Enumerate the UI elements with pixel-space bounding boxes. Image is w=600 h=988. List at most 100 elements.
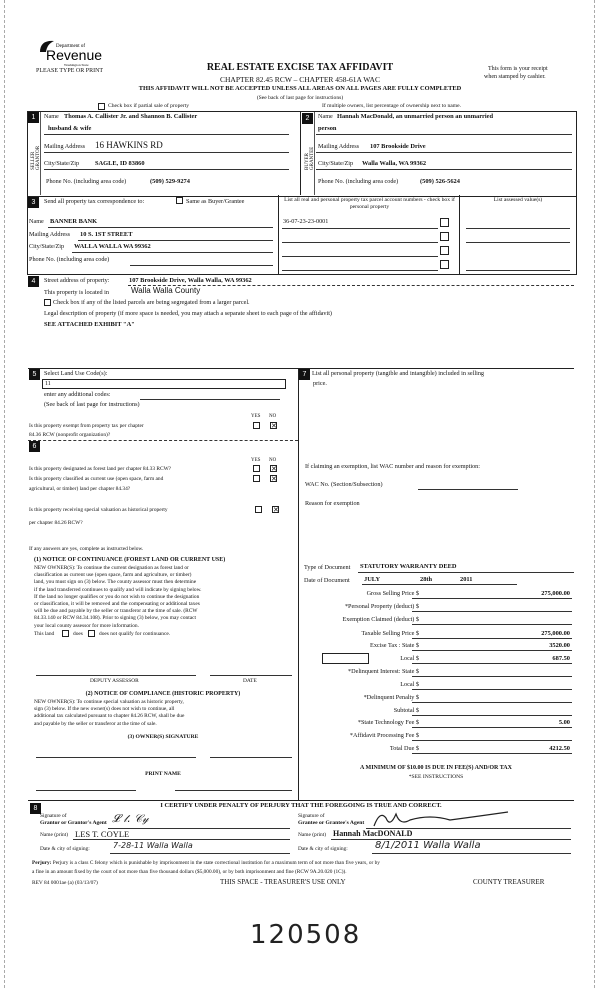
tax-address-label: Mailing Address (29, 231, 71, 238)
seller-name-label: Name (44, 113, 59, 120)
fee-value[interactable]: 3520.00 (549, 642, 570, 649)
parties-box (27, 111, 577, 197)
legal-description[interactable]: SEE ATTACHED EXHIBIT "A" (44, 321, 135, 328)
current-use-yes-checkbox[interactable] (253, 475, 260, 482)
fee-label: *Delinquent Interest: State $ (348, 668, 419, 675)
buyer-name[interactable]: Hannah MacDonald, an unmarried person an… (337, 113, 494, 120)
personal-property-checkbox[interactable] (440, 246, 449, 255)
historic-yes-checkbox[interactable] (255, 506, 262, 513)
assessed-value-header: List assessed value(s) (493, 197, 543, 203)
doc-year[interactable]: 2011 (460, 576, 473, 583)
street-address[interactable]: 107 Brookside Drive, Walla Walla, WA 993… (129, 277, 252, 284)
buyer-phone[interactable]: (509) 526-5624 (420, 178, 460, 185)
forest-yes-checkbox[interactable] (253, 465, 260, 472)
buyer-name-2[interactable]: person (318, 125, 337, 132)
notice-line: will be due and payable by the seller or… (34, 608, 198, 615)
current-use-no-checkbox[interactable]: ✕ (270, 475, 277, 483)
seller-name[interactable]: Thomas A. Callister Jr. and Shannon B. C… (64, 113, 198, 120)
fee-label: Local $ (400, 655, 419, 662)
seller-city[interactable]: SAGLE, ID 83860 (95, 160, 145, 167)
fee-value[interactable]: 275,000.00 (541, 630, 570, 637)
grantor-date-city[interactable]: 7-28-11 Walla Walla (113, 841, 193, 850)
perjury-label: Perjury: (32, 860, 52, 866)
see-back-text: (See back of last page for instructions) (44, 401, 140, 408)
does-not-label: does not qualify for continuance. (99, 631, 171, 637)
does-qualify-checkbox[interactable] (62, 630, 69, 637)
receipt-text: when stamped by cashier. (484, 74, 546, 80)
grantee-name[interactable]: Hannah MacDONALD (333, 829, 413, 838)
fee-label: Exemption Claimed (deduct) $ (342, 616, 419, 623)
grantee-signature[interactable] (370, 808, 510, 830)
section-number: 1 (28, 112, 39, 123)
seller-phone[interactable]: (509) 529-9274 (150, 178, 190, 185)
land-use-code-input[interactable]: 11 (42, 379, 286, 389)
county[interactable]: Walla Walla County (131, 286, 201, 295)
fee-label: Total Due $ (389, 745, 419, 752)
tax-address[interactable]: 10 S. 1ST STREET (80, 231, 133, 238)
forest-question: Is this property designated as forest la… (29, 466, 172, 472)
partial-sale-checkbox[interactable] (98, 103, 105, 110)
does-label: does (73, 631, 83, 637)
deputy-assessor-label: DEPUTY ASSESSOR (90, 678, 139, 684)
grantor-signature[interactable]: 𝓛 𝓉. 𝒞𝓎 (112, 812, 149, 825)
wac-label: WAC No. (Section/Subsection) (305, 481, 383, 488)
personal-property-checkbox[interactable] (440, 232, 449, 241)
fee-line (412, 638, 572, 639)
svg-text:Department of: Department of (56, 44, 85, 49)
fee-value[interactable]: 4212.50 (549, 745, 570, 752)
handwritten-number: 120508 (250, 920, 362, 950)
grantor-name[interactable]: LES T. COYLE (75, 829, 130, 839)
seller-address[interactable]: 16 HAWKINS RD (95, 140, 163, 150)
send-correspondence-label: Send all property tax correspondence to: (44, 198, 145, 205)
local-code-box[interactable] (322, 653, 369, 664)
buyer-side-label: BUYER GRANTEE (305, 146, 315, 170)
segregated-checkbox[interactable] (44, 299, 51, 306)
notice-line: If the land no longer qualifies or you d… (34, 593, 200, 600)
doc-day[interactable]: 28th (420, 576, 433, 583)
historic-no-checkbox[interactable]: ✕ (272, 506, 279, 514)
fee-label: *Affidavit Processing Fee $ (349, 732, 419, 739)
minimum-due-text: A MINIMUM OF $10.00 IS DUE IN FEE(S) AND… (360, 765, 512, 771)
doc-month[interactable]: JULY (364, 576, 381, 583)
personal-property-checkbox[interactable] (440, 218, 449, 227)
fee-label: *Personal Property (deduct) $ (344, 603, 419, 610)
exemption-label: If claiming an exemption, list WAC numbe… (305, 463, 480, 470)
fee-value[interactable]: 275,000.00 (541, 590, 570, 597)
buyer-address[interactable]: 107 Brookside Drive (370, 143, 426, 150)
notice-line: additional tax calculated pursuant to ch… (34, 713, 185, 720)
same-as-buyer-checkbox[interactable] (176, 197, 183, 204)
parcel-number[interactable]: 36-07-23-23-0001 (283, 218, 329, 225)
doc-type[interactable]: STATUTORY WARRANTY DEED (360, 563, 457, 570)
located-in-label: This property is located in (44, 289, 109, 296)
tax-phone-label: Phone No. (including area code) (29, 256, 110, 263)
tax-city[interactable]: WALLA WALLA WA 99362 (74, 243, 151, 250)
date-city-label: Date & city of signing: (40, 846, 90, 852)
fee-label: *State Technology Fee $ (357, 719, 419, 726)
notice-line: and payable by the seller or transferor … (34, 720, 157, 727)
fee-line (412, 727, 572, 728)
section-number: 8 (30, 803, 41, 814)
does-not-qualify-checkbox[interactable] (88, 630, 95, 637)
section-number: 7 (299, 369, 310, 380)
seller-side-label: SELLER GRANTOR (31, 145, 41, 170)
exempt-yes-checkbox[interactable] (253, 422, 260, 429)
section-number: 5 (29, 369, 40, 380)
grantee-date-city[interactable]: 8/1/2011 Walla Walla (375, 840, 481, 851)
tax-name[interactable]: BANNER BANK (50, 218, 98, 225)
segregated-label: Check box if any of the listed parcels a… (53, 299, 250, 306)
if-yes-text: If any answers are yes, complete as inst… (29, 546, 144, 552)
scan-edge (594, 0, 595, 988)
owner-signature-title: (3) OWNER(S) SIGNATURE (127, 734, 199, 740)
buyer-city[interactable]: Walla Walla, WA 99362 (362, 160, 427, 167)
buyer-address-label: Mailing Address (318, 143, 360, 150)
forest-no-checkbox[interactable]: ✕ (270, 465, 277, 473)
personal-property-checkbox[interactable] (440, 260, 449, 269)
fee-label: Subtotal $ (393, 707, 419, 714)
seller-name-2[interactable]: husband & wife (48, 125, 92, 132)
fee-value[interactable]: 687.50 (552, 655, 570, 662)
personal-property-label: price. (313, 380, 327, 387)
exempt-no-checkbox[interactable]: ✕ (270, 422, 277, 430)
historic-question: per chapter 84.26 RCW? (29, 520, 83, 526)
fee-value[interactable]: 5.00 (558, 719, 570, 726)
